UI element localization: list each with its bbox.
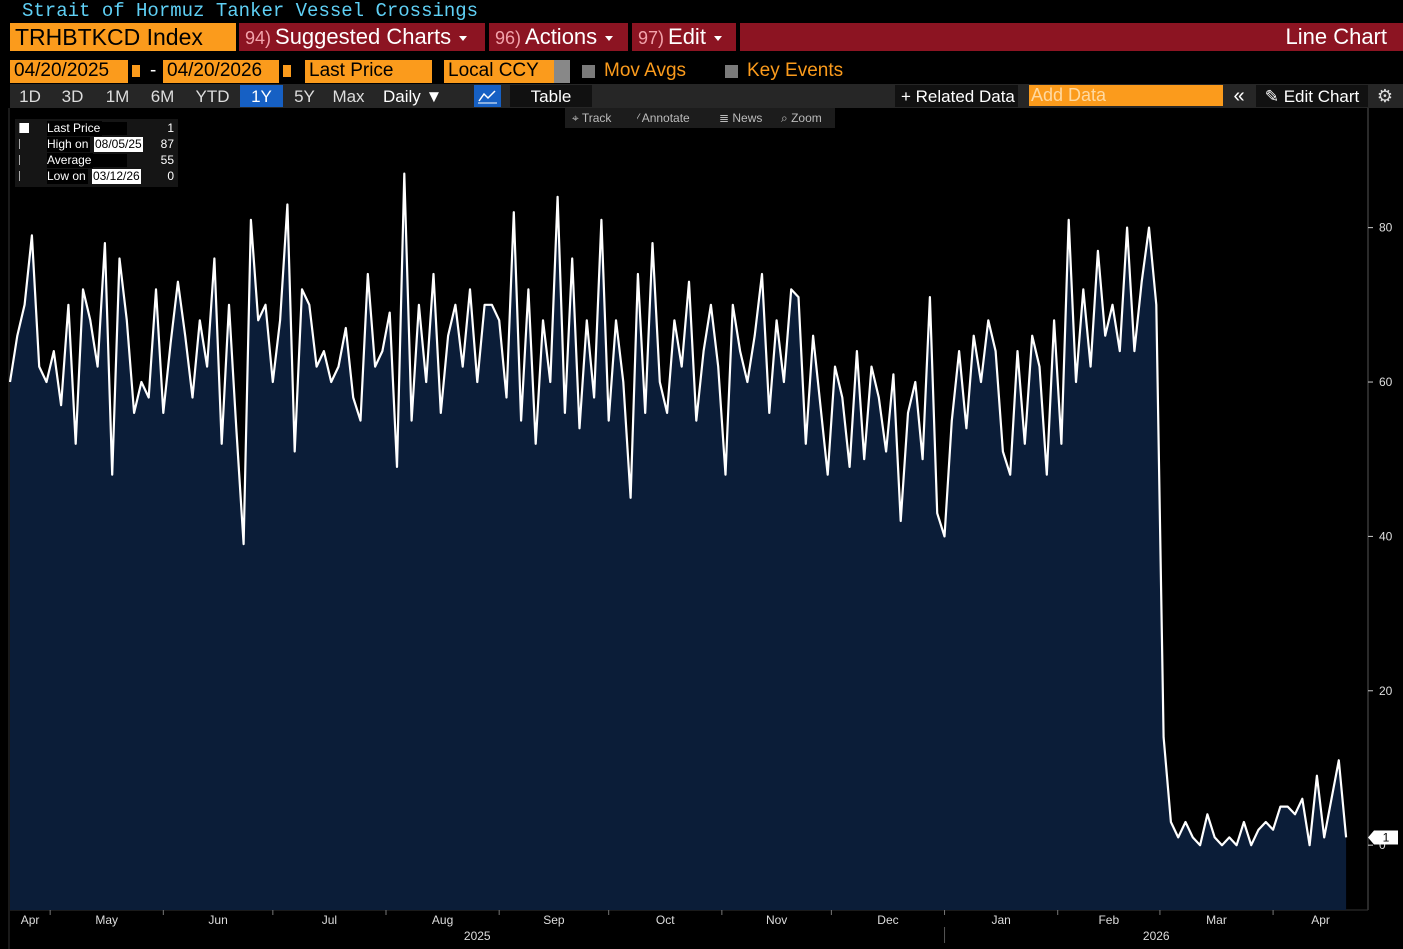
year-label: 2025 (464, 929, 491, 943)
legend-label: Low on (47, 169, 88, 184)
period-button[interactable]: 1Y (240, 85, 283, 107)
period-button[interactable]: 6M (150, 87, 175, 106)
menu[interactable]: 94) Suggested Charts (239, 23, 485, 51)
legend-value: 87 (160, 137, 174, 151)
calendar-icon[interactable] (280, 62, 294, 80)
end-date[interactable]: 04/20/2026 (163, 60, 279, 83)
frequency-label: Daily (383, 87, 421, 106)
menu-label: Actions (525, 24, 598, 49)
x-tick-label: Jul (322, 913, 337, 927)
legend-value: 55 (160, 153, 174, 167)
dropdown-button[interactable] (554, 60, 570, 83)
x-tick-label: Oct (656, 913, 675, 927)
related-data[interactable]: + Related Data (895, 85, 1018, 107)
period-button[interactable]: 3D (61, 87, 84, 106)
tool-label: Track (581, 111, 612, 125)
x-tick-label: Nov (766, 913, 787, 927)
chart-toolbar (565, 108, 835, 128)
menu-number: 96) (495, 28, 522, 48)
settings-gear[interactable]: ⚙ (1376, 86, 1394, 106)
legend-icon (19, 171, 29, 181)
collapse-button[interactable]: « (1233, 85, 1245, 107)
security-box[interactable]: TRHBTKCD Index (10, 23, 236, 51)
mov-avgs[interactable]: Mov Avgs (604, 60, 687, 81)
x-tick-label: Apr (1311, 913, 1330, 927)
key-events[interactable]: Key Events (747, 60, 844, 81)
legend-date: 03/12/26 (92, 169, 141, 184)
area-fill (10, 173, 1347, 911)
chart-kind: Line Chart (740, 23, 1403, 51)
currency-select[interactable]: Local CCY (444, 60, 554, 83)
tool-label: Zoom (791, 111, 822, 125)
line (8, 172, 1348, 847)
legend-icon (19, 155, 29, 165)
period-button[interactable]: 1M (105, 87, 130, 106)
legend-label: High on (47, 137, 91, 152)
menu-number: 94) (245, 28, 272, 48)
annotate-tool[interactable]: ⁄ Annotate (637, 111, 690, 125)
x-tick-label: May (95, 913, 118, 927)
news-tool[interactable]: ≣ News (719, 111, 763, 125)
last-value-marker (1368, 830, 1398, 845)
checkbox[interactable] (582, 65, 595, 78)
menu[interactable]: 96) Actions (489, 23, 628, 51)
legend-icon (19, 139, 29, 149)
menu-label: Edit (668, 24, 706, 49)
period-button[interactable]: YTD (195, 87, 230, 106)
y-tick-label: 40 (1379, 529, 1393, 543)
period-button[interactable]: 5Y (294, 87, 315, 106)
y-tick-label: 0 (1379, 838, 1386, 852)
menu-number: 97) (638, 28, 665, 48)
related-data-label: Related Data (915, 87, 1015, 106)
menu[interactable]: 97) Edit (632, 23, 736, 51)
legend-label: Average (47, 153, 94, 168)
legend-fill (102, 122, 127, 135)
tool-label: Annotate (641, 111, 690, 125)
y-tick-label: 60 (1379, 375, 1393, 389)
legend: Last Price 1 High on 08/05/25 87 Average 55 Low… (15, 119, 178, 187)
legend-value: 1 (167, 121, 174, 135)
table-button[interactable]: Table (510, 85, 592, 107)
add-data-input[interactable]: Add Data (1029, 85, 1223, 106)
last-value-label: 1 (1383, 830, 1390, 844)
date-separator: - (150, 60, 157, 81)
year-label: 2026 (1143, 929, 1170, 943)
legend-label: Last Price (47, 121, 103, 136)
tool-label: News (732, 111, 763, 125)
y-tick-label: 20 (1379, 684, 1393, 698)
start-date[interactable]: 04/20/2025 (10, 60, 128, 83)
x-tick-label: Feb (1098, 913, 1119, 927)
legend-icon (19, 123, 29, 133)
calendar-icon[interactable] (129, 62, 143, 80)
page-title: Strait of Hormuz Tanker Vessel Crossings (22, 0, 479, 22)
checkbox[interactable] (725, 65, 738, 78)
x-tick-label: Apr (21, 913, 40, 927)
chart-kind-label: Line Chart (1285, 24, 1387, 49)
legend-value: 0 (167, 169, 174, 183)
track-tool[interactable]: ⌖ Track (572, 111, 612, 125)
chart: 0 20 40 60 80 Apr May Jun Jul Aug Sep Oct Nov Dec Jan F… (8, 108, 1398, 949)
x-tick-label: Aug (432, 913, 453, 927)
y-tick-label: 80 (1379, 221, 1393, 235)
period-button[interactable]: 1D (19, 87, 41, 106)
edit-chart-label: Edit Chart (1283, 87, 1360, 106)
legend-fill (93, 154, 127, 167)
icon (478, 90, 497, 104)
x-tick-label: Mar (1206, 913, 1227, 927)
zoom-tool[interactable]: ⌕ Zoom (781, 111, 822, 125)
x-tick-label: Jun (208, 913, 227, 927)
edit-chart[interactable]: ✎ Edit Chart (1256, 85, 1368, 107)
legend-date: 08/05/25 (94, 137, 143, 152)
x-tick-label: Dec (877, 913, 898, 927)
menu-label: Suggested Charts (275, 24, 452, 49)
field-select[interactable]: Last Price (305, 60, 432, 83)
frequency-select[interactable]: Daily ▼ (383, 87, 443, 106)
chart-icon[interactable] (474, 85, 501, 107)
x-tick-label: Sep (543, 913, 565, 927)
x-tick-label: Jan (991, 913, 1010, 927)
period-button[interactable]: Max (332, 87, 365, 106)
